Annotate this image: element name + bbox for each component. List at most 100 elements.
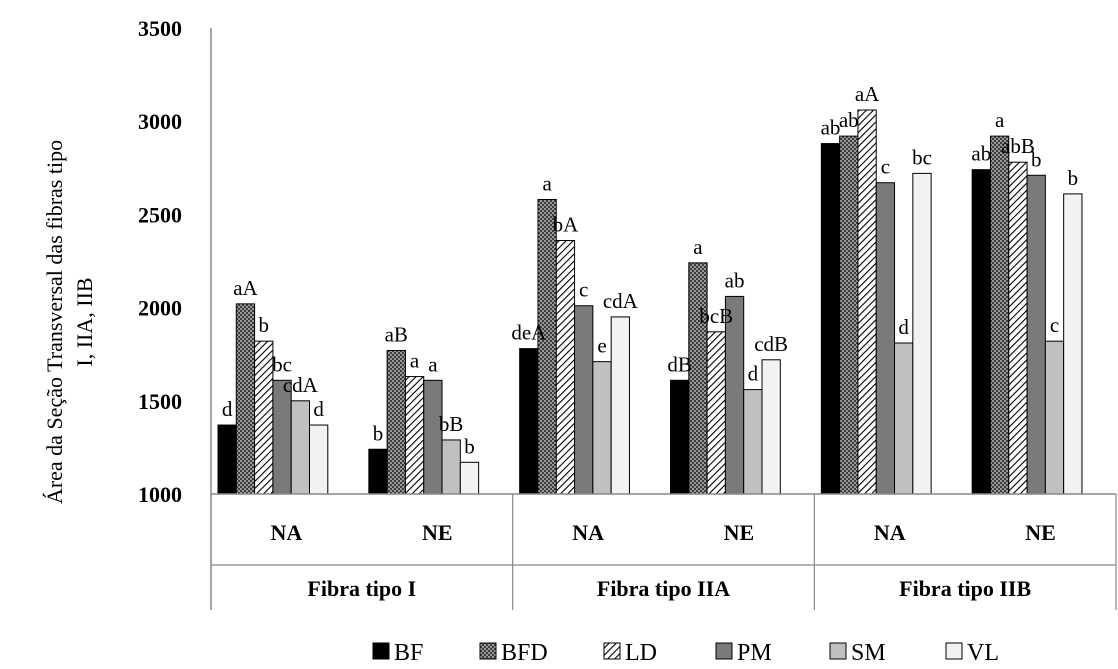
legend-label: PM bbox=[737, 640, 772, 664]
bar-label: ab bbox=[971, 142, 991, 166]
axes bbox=[210, 28, 1117, 610]
legend-swatch-sm bbox=[829, 642, 847, 660]
bar-label: bc bbox=[272, 352, 292, 376]
bar-ld bbox=[404, 376, 425, 495]
bar-label: deA bbox=[511, 321, 547, 345]
bar-ld bbox=[857, 109, 877, 495]
legend: BF BFD LD PM SM VL bbox=[372, 640, 999, 666]
bar-ld bbox=[254, 340, 274, 495]
bar-vl bbox=[309, 424, 329, 495]
bar-pm bbox=[875, 182, 896, 495]
legend-label: VL bbox=[967, 640, 999, 664]
legend-swatch-vl bbox=[945, 642, 963, 660]
bars bbox=[217, 109, 1083, 495]
bar-label: dB bbox=[667, 352, 692, 376]
bar-pm bbox=[574, 305, 594, 495]
x-subcategory-label: NE bbox=[422, 520, 453, 545]
bar-pm bbox=[1026, 174, 1046, 495]
bar-label: cdB bbox=[754, 332, 788, 356]
bar-bfd bbox=[235, 303, 256, 495]
bar-label: aB bbox=[385, 322, 408, 346]
y-tick-label: 1500 bbox=[138, 389, 182, 414]
bar-label: bcB bbox=[699, 304, 733, 328]
bar-label: cdA bbox=[283, 373, 319, 397]
bar-label: a bbox=[428, 352, 438, 376]
x-subcategory-label: NE bbox=[1025, 520, 1056, 545]
x-group-label: Fibra tipo IIA bbox=[597, 576, 730, 601]
bar-label: d bbox=[222, 397, 233, 421]
x-subcategory-label: NA bbox=[874, 520, 906, 545]
bar-label: d bbox=[898, 315, 909, 339]
y-tick-labels: 1000 1500 2000 2500 3000 3500 bbox=[138, 16, 182, 507]
bar-bfd bbox=[989, 135, 1010, 495]
bar-sm bbox=[441, 439, 461, 495]
bar-bf bbox=[971, 169, 991, 495]
bar-label: abB bbox=[1001, 134, 1035, 158]
legend-label: LD bbox=[625, 640, 657, 664]
legend-swatch-pm bbox=[715, 642, 733, 660]
legend-label: BF bbox=[394, 640, 423, 664]
bar-vl bbox=[610, 316, 630, 495]
bar-vl bbox=[912, 172, 932, 495]
bar-label: aA bbox=[233, 276, 258, 300]
bar-label: bA bbox=[553, 212, 580, 236]
bar-bfd bbox=[537, 198, 557, 495]
x-group-label: Fibra tipo I bbox=[307, 576, 416, 601]
bar-label: c bbox=[881, 155, 890, 179]
bar-label: aA bbox=[855, 82, 880, 106]
bar-label: bc bbox=[912, 145, 932, 169]
bar-bfd bbox=[688, 262, 708, 495]
legend-swatch-ld bbox=[603, 642, 621, 660]
bar-bf bbox=[670, 379, 690, 495]
bar-pm bbox=[423, 379, 443, 495]
bar-sm bbox=[290, 400, 311, 495]
y-tick-label: 2500 bbox=[138, 202, 182, 227]
x-subcategory-label: NA bbox=[271, 520, 303, 545]
bar-label: a bbox=[693, 235, 703, 259]
bar-label: ab bbox=[821, 116, 841, 140]
y-axis-label-line: Área da Seção Transversal das fibras tip… bbox=[42, 140, 67, 504]
legend-label: BFD bbox=[501, 640, 548, 664]
bar-label: bB bbox=[439, 412, 464, 436]
bar-label: b bbox=[373, 421, 384, 445]
y-tick-label: 3000 bbox=[138, 109, 182, 134]
bar-sm bbox=[592, 361, 612, 495]
bar-label: b bbox=[1031, 147, 1042, 171]
bar-sm bbox=[894, 342, 914, 495]
y-tick-label: 3500 bbox=[138, 16, 182, 41]
x-subcategory-label: NE bbox=[724, 520, 755, 545]
bar-ld bbox=[1008, 161, 1028, 495]
bar-label: d bbox=[748, 362, 759, 386]
bar-label: b bbox=[1068, 166, 1079, 190]
bar-label: a bbox=[542, 171, 552, 195]
bar-label: b bbox=[259, 313, 270, 337]
bar-sm bbox=[743, 389, 763, 495]
bar-bf bbox=[519, 348, 539, 495]
bar-label: e bbox=[597, 334, 606, 358]
y-axis-label-group: Área da Seção Transversal das fibras tip… bbox=[42, 140, 97, 504]
bar-label: c bbox=[579, 278, 588, 302]
bar-bfd bbox=[839, 135, 859, 495]
bar-label: c bbox=[1050, 313, 1059, 337]
bar-label: b bbox=[464, 434, 475, 458]
x-group-label: Fibra tipo IIB bbox=[899, 576, 1031, 601]
legend-swatch-bfd bbox=[479, 642, 497, 660]
y-tick-label: 2000 bbox=[138, 296, 182, 321]
bar-label: ab bbox=[839, 108, 859, 132]
legend-label: SM bbox=[851, 640, 886, 664]
bar-pm bbox=[272, 379, 292, 495]
bar-label: a bbox=[410, 349, 420, 373]
x-category-labels: NA NE Fibra tipo I NA NE Fibra tipo IIA NA NE Fi… bbox=[271, 520, 1056, 601]
bar-bf bbox=[217, 424, 237, 495]
bar-label: a bbox=[995, 108, 1005, 132]
legend-swatch-bf bbox=[372, 642, 390, 660]
x-subcategory-label: NA bbox=[572, 520, 604, 545]
bar-bf bbox=[820, 143, 841, 495]
bar-sm bbox=[1044, 340, 1065, 495]
y-tick-label: 1000 bbox=[138, 482, 182, 507]
bar-ld bbox=[555, 239, 576, 495]
bar-vl bbox=[459, 461, 480, 495]
bar-label: d bbox=[313, 397, 324, 421]
y-axis-label-line: I, IIA, IIB bbox=[72, 277, 97, 366]
